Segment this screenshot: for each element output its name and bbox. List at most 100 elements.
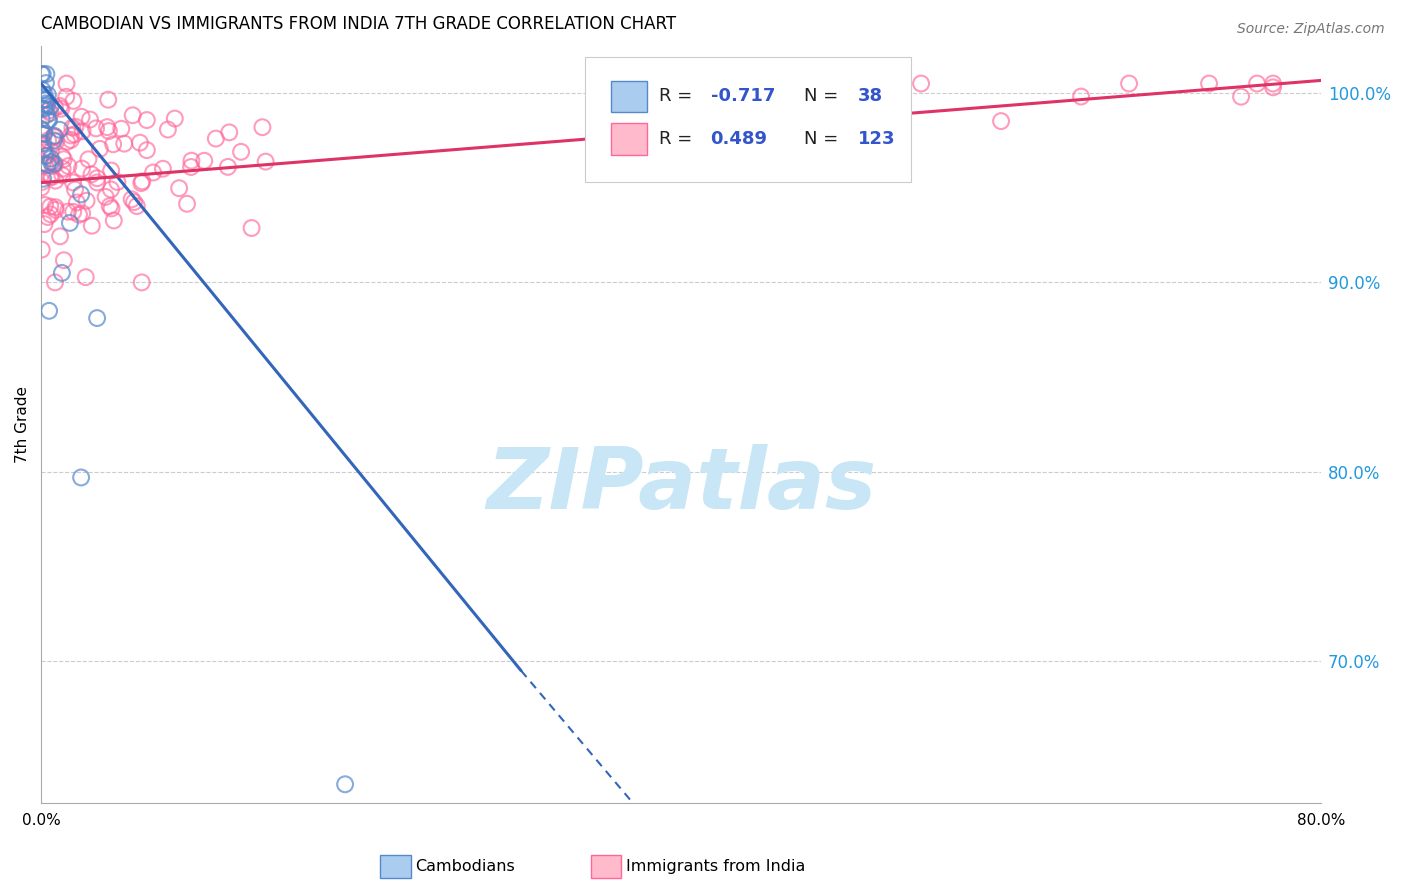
Point [62,176,84,190]
Point [41,169,63,184]
Point [176,196,198,211]
Point [34,127,56,141]
Point [52,161,75,176]
Text: N =: N = [804,87,844,105]
Point [65,120,87,134]
Point [52,153,75,167]
Point [37,87,59,102]
Point [180,160,202,174]
Point [1230,89,1253,103]
Point [131,276,153,290]
Point [1261,77,1284,91]
Point [70,187,93,202]
Point [59,133,82,147]
Point [37,133,59,147]
Point [70,161,93,176]
Point [86,176,108,190]
Point [96,120,118,135]
Point [70,110,93,124]
Point [122,195,145,210]
Point [84,121,107,136]
Point [39,155,62,169]
Point [217,160,239,174]
Point [39,106,62,120]
Point [31,124,53,138]
Point [30,122,52,136]
Point [31,102,53,116]
Point [97,93,120,107]
Point [79,112,101,127]
Point [38,113,60,128]
Text: R =: R = [659,87,699,105]
Point [42,159,65,173]
Point [34,102,56,116]
Point [31,112,53,127]
Point [72,124,94,138]
Text: ZIPatlas: ZIPatlas [486,443,876,526]
Point [910,77,932,91]
Point [31,175,53,189]
Point [34,87,56,102]
Point [121,108,143,122]
Point [252,120,274,135]
Point [1261,80,1284,95]
Point [37,113,59,128]
Point [39,200,62,214]
FancyBboxPatch shape [585,57,911,182]
Point [135,113,157,128]
Point [62,204,84,219]
Point [100,202,122,216]
Point [37,103,59,118]
Point [32,93,55,107]
Point [42,133,65,147]
Point [86,171,108,186]
Point [34,142,56,156]
Point [98,199,121,213]
Point [34,198,56,212]
Point [55,77,77,91]
Point [142,165,165,179]
Text: Immigrants from India: Immigrants from India [626,859,806,873]
Point [105,175,128,189]
Point [42,129,65,144]
Point [44,100,66,114]
Point [44,157,66,171]
Point [56,204,79,219]
Point [218,125,240,139]
Point [76,194,98,208]
Point [32,171,55,186]
Text: 38: 38 [858,87,883,105]
Point [30,67,52,81]
Point [55,90,77,104]
Text: CAMBODIAN VS IMMIGRANTS FROM INDIA 7TH GRADE CORRELATION CHART: CAMBODIAN VS IMMIGRANTS FROM INDIA 7TH G… [41,15,676,33]
FancyBboxPatch shape [610,123,647,154]
Point [59,128,82,143]
Point [34,149,56,163]
Point [58,159,80,173]
Point [333,777,356,791]
Point [39,169,62,184]
Point [45,202,67,217]
Point [100,182,122,196]
Point [39,99,62,113]
Point [1198,77,1220,91]
Point [156,122,179,136]
Point [39,207,62,221]
Point [45,200,67,214]
Point [749,90,772,104]
Point [39,152,62,166]
Point [717,108,740,122]
Text: Source: ZipAtlas.com: Source: ZipAtlas.com [1237,22,1385,37]
Point [229,145,252,159]
Point [56,135,79,149]
Point [63,183,86,197]
Text: N =: N = [804,130,844,148]
Point [135,143,157,157]
Point [254,154,277,169]
Point [63,128,86,142]
Point [37,210,59,224]
Point [31,67,53,81]
Text: Cambodians: Cambodians [415,859,515,873]
Point [51,102,73,116]
Point [131,176,153,190]
